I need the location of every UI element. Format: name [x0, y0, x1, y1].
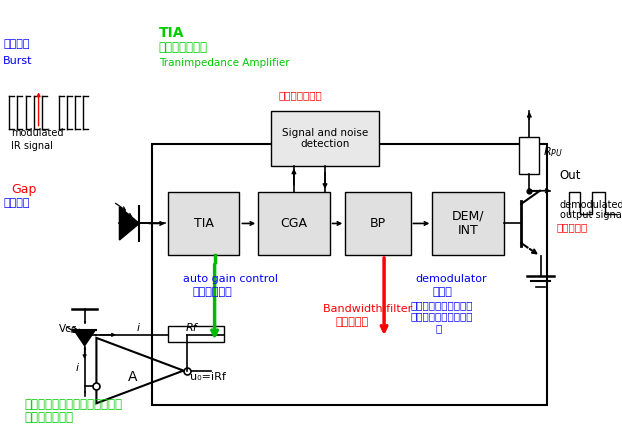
- Text: Rf: Rf: [185, 324, 197, 333]
- Text: A: A: [128, 370, 137, 384]
- Text: $R_{PU}$: $R_{PU}$: [543, 145, 563, 159]
- Text: TIA: TIA: [194, 217, 213, 230]
- Polygon shape: [73, 330, 96, 347]
- Text: Burst: Burst: [3, 56, 32, 66]
- Bar: [271, 111, 379, 166]
- Text: 转换为电压信号: 转换为电压信号: [25, 411, 74, 424]
- Text: modulated: modulated: [11, 128, 63, 138]
- Bar: [168, 192, 239, 255]
- Text: IR signal: IR signal: [11, 141, 53, 151]
- Bar: [519, 137, 539, 174]
- Bar: [152, 144, 547, 405]
- Bar: [168, 326, 224, 342]
- Text: 信号和干扰侦查: 信号和干扰侦查: [279, 90, 322, 100]
- Text: 受光后产生光电流，经过放大与: 受光后产生光电流，经过放大与: [25, 398, 123, 411]
- Text: i: i: [137, 324, 140, 333]
- Text: 脉冲宽度: 脉冲宽度: [3, 39, 30, 48]
- Text: 解调输出信: 解调输出信: [557, 222, 588, 232]
- Text: 解调器: 解调器: [432, 287, 452, 297]
- Bar: [345, 192, 411, 255]
- Text: TIA: TIA: [159, 26, 184, 40]
- Text: Tranimpedance Amplifier: Tranimpedance Amplifier: [159, 58, 289, 68]
- Text: 中恢复原调制信号的器: 中恢复原调制信号的器: [411, 311, 473, 321]
- Text: Vcc: Vcc: [59, 324, 78, 334]
- Bar: [258, 192, 330, 255]
- Text: Signal and noise
detection: Signal and noise detection: [282, 128, 368, 149]
- Text: demodulator: demodulator: [415, 274, 487, 284]
- Bar: [432, 192, 504, 255]
- Text: auto gain control: auto gain control: [183, 274, 279, 284]
- Text: DEM/
INT: DEM/ INT: [452, 209, 485, 238]
- Text: demodulated: demodulated: [560, 200, 622, 210]
- Text: Gap: Gap: [11, 183, 37, 196]
- Text: 缺口宽度: 缺口宽度: [3, 198, 30, 208]
- Text: 自动增益控制: 自动增益控制: [193, 287, 233, 297]
- Text: 换向阻抗放大器: 换向阻抗放大器: [159, 41, 208, 54]
- Polygon shape: [119, 207, 139, 240]
- Text: u₀=iRf: u₀=iRf: [190, 372, 226, 382]
- Text: 件: 件: [435, 323, 442, 333]
- Text: Out: Out: [560, 169, 582, 182]
- Text: Bandwidth filter: Bandwidth filter: [323, 304, 412, 313]
- Text: output signal: output signal: [560, 210, 622, 220]
- Text: BP: BP: [370, 217, 386, 230]
- Text: 带宽滤波器: 带宽滤波器: [336, 317, 369, 327]
- Text: i: i: [76, 363, 79, 372]
- Text: CGA: CGA: [281, 217, 307, 230]
- Text: 从调制产生的振荡或波: 从调制产生的振荡或波: [411, 300, 473, 310]
